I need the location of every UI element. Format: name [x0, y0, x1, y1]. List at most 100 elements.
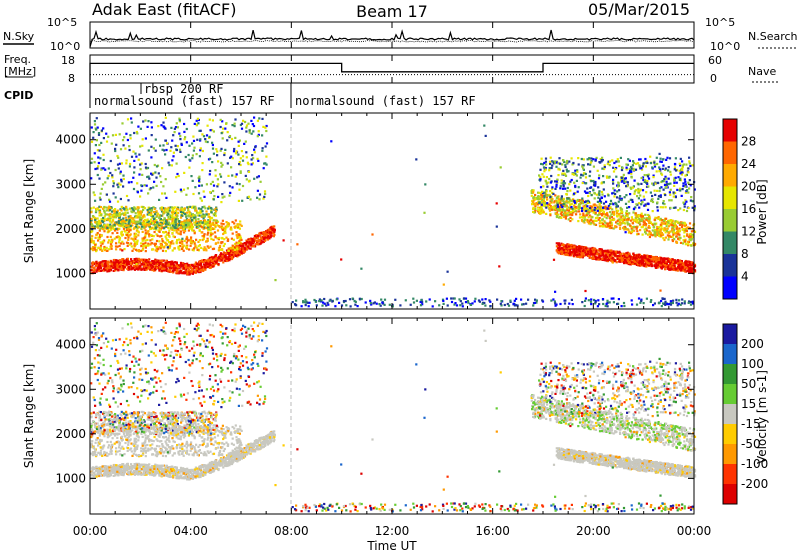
power-point [215, 148, 218, 151]
power-point [114, 208, 117, 211]
power-point [562, 251, 565, 254]
power-point [101, 249, 104, 252]
power-point [610, 224, 614, 227]
power-point [149, 239, 152, 242]
power-point [220, 161, 223, 164]
power-point [611, 256, 614, 259]
power-point [657, 216, 660, 219]
power-point [661, 263, 664, 266]
power-point [175, 211, 179, 214]
power-point [648, 214, 651, 217]
power-point [179, 261, 183, 264]
power-point [107, 174, 110, 177]
power-point [213, 262, 217, 265]
power-point [116, 245, 119, 248]
power-point [102, 158, 105, 162]
power-point [171, 224, 174, 227]
power-point [666, 259, 669, 262]
power-point [581, 256, 584, 259]
power-point [265, 129, 268, 133]
power-point [235, 252, 238, 255]
power-point [534, 207, 537, 210]
power-point [586, 220, 589, 223]
power-point [208, 215, 211, 219]
power-point [183, 207, 186, 210]
power-point [173, 235, 176, 239]
power-point [208, 135, 211, 138]
power-point [165, 233, 168, 236]
power-point [662, 265, 665, 268]
power-point [206, 263, 210, 266]
power-point [234, 175, 237, 178]
power-point [149, 213, 153, 216]
power-point [99, 222, 102, 225]
power-point [631, 228, 634, 232]
power-point [219, 118, 222, 121]
power-point [676, 220, 679, 223]
power-point [194, 265, 197, 268]
power-point [133, 159, 136, 162]
power-point [210, 258, 213, 261]
power-point [168, 241, 171, 244]
power-point [127, 217, 130, 220]
power-point [171, 218, 174, 221]
power-point [124, 264, 127, 267]
power-point [133, 131, 136, 135]
power-point [250, 119, 253, 122]
power-point [90, 269, 93, 272]
power-point [191, 267, 194, 271]
power-point [627, 252, 630, 255]
power-point [206, 239, 209, 242]
power-point [211, 262, 215, 265]
power-point [94, 262, 97, 265]
power-point [271, 232, 275, 235]
power-point [238, 139, 241, 142]
power-point [93, 152, 96, 155]
power-point [207, 213, 210, 216]
power-point [188, 158, 191, 161]
power-point [116, 228, 119, 231]
power-point [164, 178, 167, 181]
power-point [165, 237, 168, 240]
power-point [188, 227, 191, 230]
power-point [188, 215, 191, 218]
power-point [197, 207, 200, 210]
power-point [642, 264, 645, 267]
power-point [161, 269, 164, 272]
power-point [689, 233, 692, 236]
power-point [630, 262, 633, 265]
power-point [187, 153, 190, 157]
power-point [601, 254, 604, 257]
power-point [214, 242, 217, 245]
power-point [613, 218, 616, 221]
power-point [587, 248, 590, 251]
power-point [222, 251, 225, 254]
power-point [238, 233, 241, 237]
power-point [183, 171, 186, 174]
power-point [104, 213, 107, 216]
power-point [559, 206, 562, 209]
power-point [176, 269, 179, 272]
power-point [687, 240, 691, 244]
noise-panel: N.Sky 10^5 10^0 10^5 10^0 N.Search [3, 16, 798, 53]
power-point [130, 155, 134, 158]
power-point [239, 163, 242, 167]
power-point [184, 136, 187, 139]
power-point [174, 218, 177, 221]
power-point [184, 271, 187, 274]
power-point [138, 261, 141, 264]
power-point [121, 267, 124, 270]
power-point [584, 247, 587, 250]
power-point [132, 238, 135, 241]
power-point [159, 259, 162, 262]
power-point [539, 192, 543, 195]
power-point [627, 257, 630, 260]
power-point [213, 224, 216, 227]
power-point [147, 242, 150, 245]
power-point [119, 267, 122, 270]
power-point [135, 260, 138, 263]
power-point [686, 234, 689, 237]
power-point [644, 259, 647, 262]
power-point [221, 226, 224, 229]
power-point [270, 231, 273, 234]
